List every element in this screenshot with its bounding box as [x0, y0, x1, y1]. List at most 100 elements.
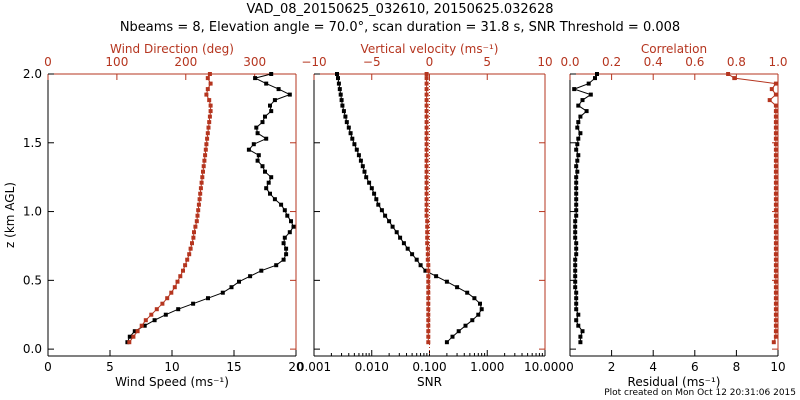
panel-1-data-point [176, 307, 181, 312]
panel-3-data-point [578, 340, 583, 345]
panel-2-data-point [336, 81, 341, 86]
panel-1-data-point [205, 136, 210, 141]
panel-3-data-point [595, 72, 599, 76]
panel-2-data-point [356, 153, 361, 158]
panel-2-data-point [424, 98, 429, 103]
panel-3-bottom-tick-label: 10 [770, 360, 785, 374]
panel-1-data-point [191, 301, 196, 306]
panel-1-top-tick-label: 200 [174, 55, 197, 69]
panel-3-data-point [773, 164, 778, 169]
panel-1-data-point [194, 219, 199, 224]
panel-1-data-point [187, 252, 192, 257]
panel-3-data-point [726, 72, 731, 76]
panel-3-data-point [773, 279, 778, 284]
panel-3-data-point [573, 279, 578, 284]
panel-2-data-point [424, 208, 429, 213]
panel-2-data-point [425, 252, 430, 257]
panel-2-top-tick-label: −5 [363, 55, 381, 69]
panel-3-data-point [773, 323, 778, 328]
panel-3-data-point [773, 224, 778, 229]
panel-3-data-point [576, 312, 581, 317]
panel-3-data-point [588, 92, 593, 97]
panel-2-data-point [418, 263, 423, 268]
panel-3-data-point [578, 131, 583, 136]
panel-1-data-point [206, 296, 210, 301]
panel-3-data-point [574, 191, 579, 196]
panel-1-data-point [205, 131, 210, 136]
panel-3-data-point [773, 219, 778, 224]
panel-1-data-point [281, 241, 286, 246]
panel-3-data-point [773, 257, 778, 262]
panel-2-data-point [405, 246, 410, 251]
panel-3-data-point [773, 312, 778, 317]
panel-3-data-point [574, 180, 579, 185]
panel-1-data-point [260, 164, 265, 169]
panel-1-data-point [279, 202, 284, 207]
panel-2-top-tick-label: 10 [537, 55, 552, 69]
panel-1-data-point [165, 296, 170, 301]
panel-1-data-point [205, 76, 210, 81]
panel-1-data-point [256, 153, 261, 158]
panel-3-data-point [574, 290, 579, 295]
panel-3-bottom-tick-label: 2 [608, 360, 616, 374]
panel-2-data-point [470, 318, 475, 323]
panel-2-data-point [425, 257, 430, 262]
panel-3-data-point [773, 114, 778, 119]
panel-1-data-point [291, 224, 296, 229]
panel-3-data-point [732, 76, 737, 81]
panel-3-data-point [773, 109, 778, 114]
panel-1-data-point [185, 257, 190, 262]
panel-1-data-point [285, 213, 290, 218]
panel-2-top-tick-label: −10 [301, 55, 326, 69]
panel-1-data-point [142, 323, 147, 328]
panel-1-data-point [127, 340, 132, 345]
panel-1-data-point [197, 197, 202, 202]
panel-3-data-point [573, 285, 578, 290]
panel-3-data-point [575, 158, 580, 163]
panel-1-data-point [253, 76, 258, 81]
panel-2-data-point [426, 318, 431, 323]
panel-2-data-point [362, 169, 367, 174]
panel-1-data-point [201, 164, 206, 169]
panel-1-data-point [281, 257, 286, 262]
panel-1-data-point [154, 307, 159, 312]
panel-3-data-point [574, 301, 579, 306]
panel-2-data-point [444, 279, 449, 284]
panel-1-data-point [169, 290, 174, 295]
panel-2-bottom-tick-label: 10.000 [524, 360, 566, 374]
panel-3-data-point [773, 125, 778, 130]
panel-3-data-point [574, 175, 579, 180]
panel-2-data-point [424, 109, 429, 114]
panel-3-data-point [578, 114, 583, 119]
panel-2-data-point [426, 290, 431, 295]
panel-3-data-point [773, 153, 778, 158]
panel-3-data-point [773, 169, 778, 174]
panel-3-data-point [773, 263, 778, 268]
panel-3-top-tick-label: 0.6 [685, 55, 704, 69]
panel-2-data-point [348, 131, 353, 136]
panel-3-data-point [767, 98, 772, 103]
panel-1-data-point [229, 285, 234, 290]
panel-1-data-point [272, 98, 277, 103]
panel-3-data-point [574, 246, 579, 251]
panel-2-data-point [372, 191, 377, 196]
panel-2-data-point [424, 175, 429, 180]
panel-1-data-point [131, 334, 136, 339]
panel-1-data-point [208, 103, 213, 108]
panel-3-top-tick-label: 1.0 [768, 55, 787, 69]
panel-2-data-point [424, 147, 429, 152]
panel-3-data-point [773, 334, 778, 339]
panel-2-data-point [424, 76, 429, 81]
panel-1-data-point [172, 285, 177, 290]
panel-2-data-point [376, 202, 381, 207]
panel-2-data-point [426, 263, 431, 268]
panel-1-bottom-axis-label: Wind Speed (ms⁻¹) [115, 375, 229, 389]
panel-3-top-axis-label: Correlation [641, 42, 707, 56]
panel-3-data-point [771, 340, 776, 345]
panel-3-data-point [584, 109, 589, 114]
panel-1-data-point [204, 92, 209, 97]
panel-1-data-point [191, 235, 196, 240]
chart-title: VAD_08_20150625_032610, 20150625.032628 [246, 2, 554, 17]
panel-2-data-point [426, 312, 431, 317]
